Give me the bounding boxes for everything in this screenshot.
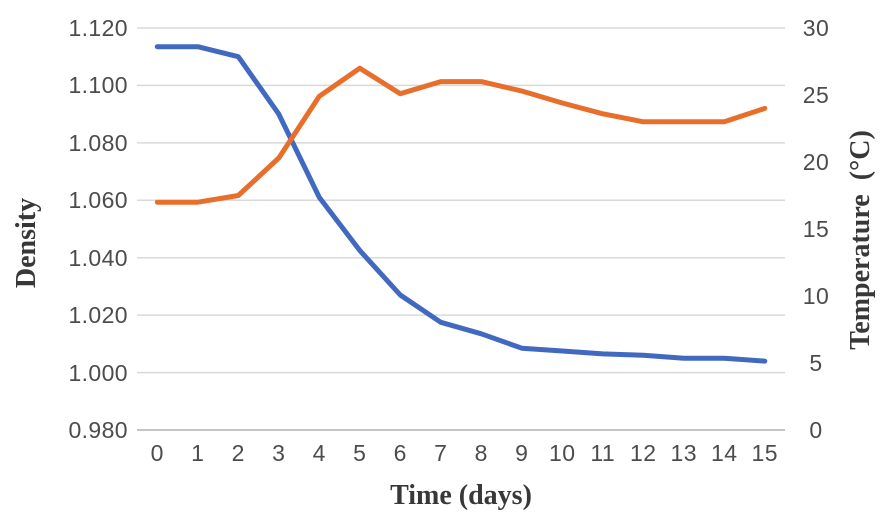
- right-axis-tick-label: 15: [802, 216, 830, 242]
- x-axis-tick-label: 3: [272, 440, 286, 466]
- x-axis-tick-label: 12: [630, 440, 657, 466]
- x-axis-tick-label: 13: [670, 440, 697, 466]
- left-axis-tick-label: 1.060: [68, 187, 128, 214]
- left-axis-tick-label: 1.120: [68, 15, 128, 41]
- right-axis-title: Temperature (°C): [845, 130, 876, 350]
- x-axis-tick-label: 0: [150, 440, 164, 466]
- right-axis-tick-label: 5: [809, 350, 823, 376]
- x-axis-tick-label: 15: [751, 440, 778, 466]
- right-axis-tick-label: 10: [802, 283, 830, 309]
- left-axis-tick-label: 1.040: [68, 244, 128, 271]
- left-axis-tick-label: 1.020: [68, 302, 128, 329]
- left-axis-tick-label: 0.980: [68, 417, 128, 443]
- x-axis-tick-label: 10: [549, 440, 576, 466]
- left-axis-tick-label: 1.000: [68, 359, 128, 386]
- right-axis-tick-label: 25: [802, 82, 830, 108]
- left-axis-tick-label: 1.080: [68, 129, 128, 156]
- density-line: [154, 44, 768, 364]
- right-axis-tick-label: 0: [809, 417, 823, 443]
- x-axis-tick-label: 7: [434, 440, 448, 466]
- left-axis-tick-label: 1.100: [68, 72, 128, 99]
- x-axis-tick-label: 5: [353, 440, 367, 466]
- left-axis-title: Density: [11, 197, 42, 289]
- x-axis-tick-label: 2: [231, 440, 245, 466]
- temperature-line: [154, 65, 768, 205]
- x-axis-title: Time (days): [390, 480, 532, 511]
- right-axis-tick-label: 20: [802, 149, 830, 175]
- x-axis-tick-label: 11: [590, 440, 616, 466]
- x-axis-tick-label: 14: [711, 440, 738, 466]
- x-axis-tick-label: 8: [474, 440, 488, 466]
- right-axis-tick-label: 30: [802, 15, 830, 41]
- x-axis-tick-label: 6: [393, 440, 407, 466]
- x-axis-tick-label: 4: [312, 440, 326, 466]
- x-axis-tick-label: 1: [191, 440, 205, 466]
- x-axis-tick-label: 9: [515, 440, 529, 466]
